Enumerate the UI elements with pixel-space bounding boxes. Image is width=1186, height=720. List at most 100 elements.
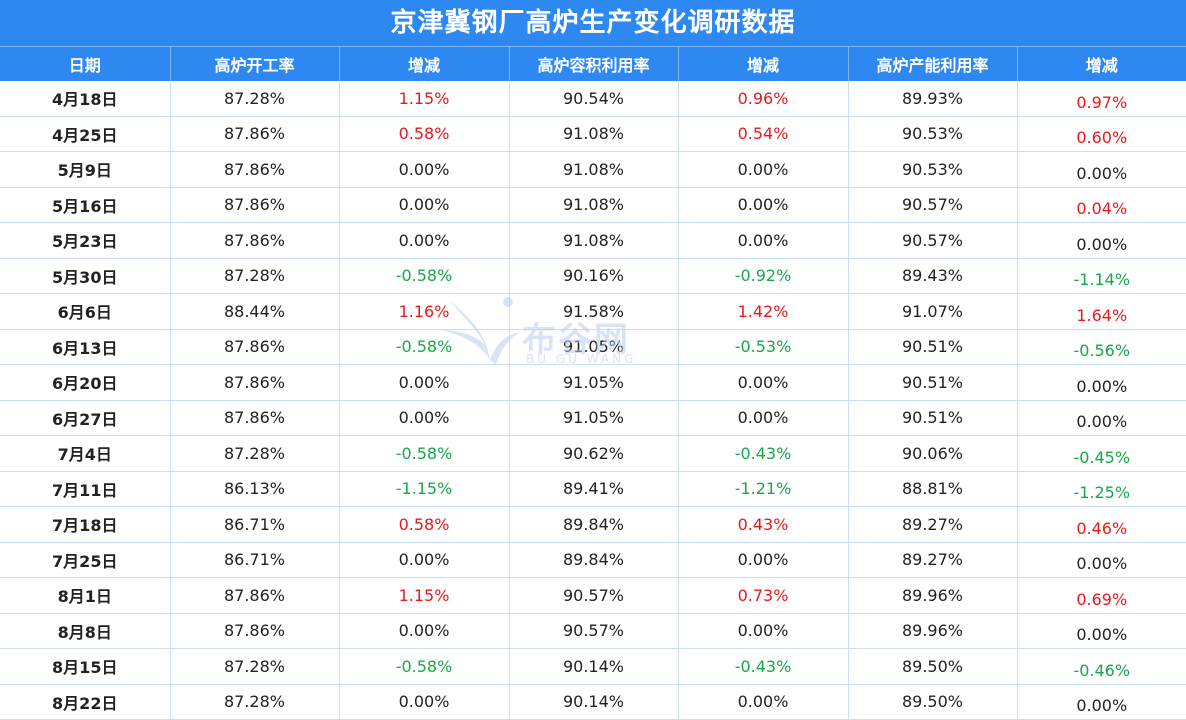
date-cell: 8月1日 bbox=[0, 577, 171, 614]
rate-cell: 91.08% bbox=[509, 116, 679, 152]
rate-cell: 87.86% bbox=[170, 329, 340, 365]
change-cell: 0.60% bbox=[1017, 116, 1186, 152]
table-row: 8月15日 87.28% -0.58% 90.14% -0.43% 89.50% -0.46… bbox=[0, 648, 1186, 685]
rate-cell: 91.58% bbox=[509, 293, 679, 330]
header-col-4: 增减 bbox=[678, 46, 849, 81]
rate-cell: 90.14% bbox=[509, 648, 679, 685]
change-cell: -0.56% bbox=[1017, 329, 1186, 365]
date-cell: 8月8日 bbox=[0, 613, 171, 649]
rate-cell: 86.71% bbox=[170, 506, 340, 543]
rate-cell: 89.50% bbox=[848, 648, 1018, 685]
rate-cell: 87.86% bbox=[170, 222, 340, 259]
rate-cell: 90.16% bbox=[509, 258, 679, 294]
page-title: 京津冀钢厂高炉生产变化调研数据 bbox=[0, 0, 1186, 46]
date-cell: 4月18日 bbox=[0, 81, 171, 117]
rate-cell: 89.93% bbox=[848, 81, 1018, 117]
table-row: 5月9日 87.86% 0.00% 91.08% 0.00% 90.53% 0.00% bbox=[0, 151, 1186, 188]
change-cell: 0.00% bbox=[339, 542, 510, 578]
table-row: 7月11日 86.13% -1.15% 89.41% -1.21% 88.81% -1.25… bbox=[0, 471, 1186, 507]
table-header-row: 日期 高炉开工率 增减 高炉容积利用率 增减 高炉产能利用率 增减 bbox=[0, 46, 1186, 81]
change-cell: 0.00% bbox=[339, 222, 510, 259]
change-cell: -1.14% bbox=[1017, 258, 1186, 294]
header-col-1: 高炉开工率 bbox=[170, 46, 340, 81]
change-cell: 0.00% bbox=[678, 684, 849, 720]
change-cell: 0.97% bbox=[1017, 81, 1186, 117]
change-cell: -0.58% bbox=[339, 435, 510, 472]
date-cell: 8月22日 bbox=[0, 684, 171, 720]
change-cell: 0.69% bbox=[1017, 577, 1186, 614]
table-row: 5月30日 87.28% -0.58% 90.16% -0.92% 89.43% -1.14… bbox=[0, 258, 1186, 294]
change-cell: 0.00% bbox=[339, 151, 510, 188]
rate-cell: 89.27% bbox=[848, 506, 1018, 543]
table-row: 8月8日 87.86% 0.00% 90.57% 0.00% 89.96% 0.00% bbox=[0, 613, 1186, 649]
change-cell: 0.58% bbox=[339, 506, 510, 543]
change-cell: 0.00% bbox=[339, 684, 510, 720]
data-table: 日期 高炉开工率 增减 高炉容积利用率 增减 高炉产能利用率 增减 4月18日 87.28% 1… bbox=[0, 46, 1186, 720]
rate-cell: 87.86% bbox=[170, 151, 340, 188]
header-col-5: 高炉产能利用率 bbox=[848, 46, 1018, 81]
change-cell: 0.00% bbox=[678, 613, 849, 649]
table-row: 7月25日 86.71% 0.00% 89.84% 0.00% 89.27% 0.00% bbox=[0, 542, 1186, 578]
rate-cell: 90.51% bbox=[848, 329, 1018, 365]
change-cell: -0.92% bbox=[678, 258, 849, 294]
rate-cell: 87.28% bbox=[170, 648, 340, 685]
table-row: 7月18日 86.71% 0.58% 89.84% 0.43% 89.27% 0.46% bbox=[0, 506, 1186, 543]
rate-cell: 89.96% bbox=[848, 613, 1018, 649]
date-cell: 7月4日 bbox=[0, 435, 171, 472]
change-cell: 0.00% bbox=[339, 364, 510, 401]
change-cell: 1.15% bbox=[339, 81, 510, 117]
rate-cell: 90.53% bbox=[848, 151, 1018, 188]
change-cell: 0.00% bbox=[1017, 684, 1186, 720]
table-row: 5月16日 87.86% 0.00% 91.08% 0.00% 90.57% 0.04% bbox=[0, 187, 1186, 223]
date-cell: 7月11日 bbox=[0, 471, 171, 507]
table-body: 4月18日 87.28% 1.15% 90.54% 0.96% 89.93% 0.97% 4月… bbox=[0, 81, 1186, 720]
rate-cell: 87.86% bbox=[170, 116, 340, 152]
change-cell: 0.58% bbox=[339, 116, 510, 152]
rate-cell: 88.44% bbox=[170, 293, 340, 330]
change-cell: 0.00% bbox=[1017, 542, 1186, 578]
change-cell: -0.46% bbox=[1017, 648, 1186, 685]
change-cell: -0.58% bbox=[339, 329, 510, 365]
change-cell: 0.43% bbox=[678, 506, 849, 543]
rate-cell: 90.51% bbox=[848, 400, 1018, 436]
date-cell: 6月27日 bbox=[0, 400, 171, 436]
rate-cell: 87.86% bbox=[170, 400, 340, 436]
rate-cell: 91.07% bbox=[848, 293, 1018, 330]
rate-cell: 87.28% bbox=[170, 81, 340, 117]
change-cell: 0.00% bbox=[678, 151, 849, 188]
rate-cell: 87.28% bbox=[170, 435, 340, 472]
table-row: 8月1日 87.86% 1.15% 90.57% 0.73% 89.96% 0.69% bbox=[0, 577, 1186, 614]
date-cell: 5月30日 bbox=[0, 258, 171, 294]
rate-cell: 91.08% bbox=[509, 151, 679, 188]
rate-cell: 90.62% bbox=[509, 435, 679, 472]
change-cell: 0.00% bbox=[339, 187, 510, 223]
rate-cell: 90.57% bbox=[509, 577, 679, 614]
table-row: 8月22日 87.28% 0.00% 90.14% 0.00% 89.50% 0.00% bbox=[0, 684, 1186, 720]
rate-cell: 89.84% bbox=[509, 506, 679, 543]
table-row: 6月6日 88.44% 1.16% 91.58% 1.42% 91.07% 1.64% bbox=[0, 293, 1186, 330]
rate-cell: 91.08% bbox=[509, 187, 679, 223]
rate-cell: 87.86% bbox=[170, 577, 340, 614]
date-cell: 5月16日 bbox=[0, 187, 171, 223]
change-cell: 0.00% bbox=[1017, 613, 1186, 649]
rate-cell: 91.05% bbox=[509, 400, 679, 436]
date-cell: 6月13日 bbox=[0, 329, 171, 365]
change-cell: 0.00% bbox=[1017, 222, 1186, 259]
rate-cell: 89.50% bbox=[848, 684, 1018, 720]
rate-cell: 91.08% bbox=[509, 222, 679, 259]
rate-cell: 87.86% bbox=[170, 364, 340, 401]
rate-cell: 86.71% bbox=[170, 542, 340, 578]
rate-cell: 90.51% bbox=[848, 364, 1018, 401]
table-row: 6月20日 87.86% 0.00% 91.05% 0.00% 90.51% 0.00% bbox=[0, 364, 1186, 401]
change-cell: 1.15% bbox=[339, 577, 510, 614]
change-cell: 0.04% bbox=[1017, 187, 1186, 223]
change-cell: -1.15% bbox=[339, 471, 510, 507]
rate-cell: 88.81% bbox=[848, 471, 1018, 507]
table-row: 4月18日 87.28% 1.15% 90.54% 0.96% 89.93% 0.97% bbox=[0, 81, 1186, 117]
rate-cell: 90.14% bbox=[509, 684, 679, 720]
header-col-6: 增减 bbox=[1017, 46, 1186, 81]
date-cell: 5月9日 bbox=[0, 151, 171, 188]
rate-cell: 89.84% bbox=[509, 542, 679, 578]
date-cell: 5月23日 bbox=[0, 222, 171, 259]
